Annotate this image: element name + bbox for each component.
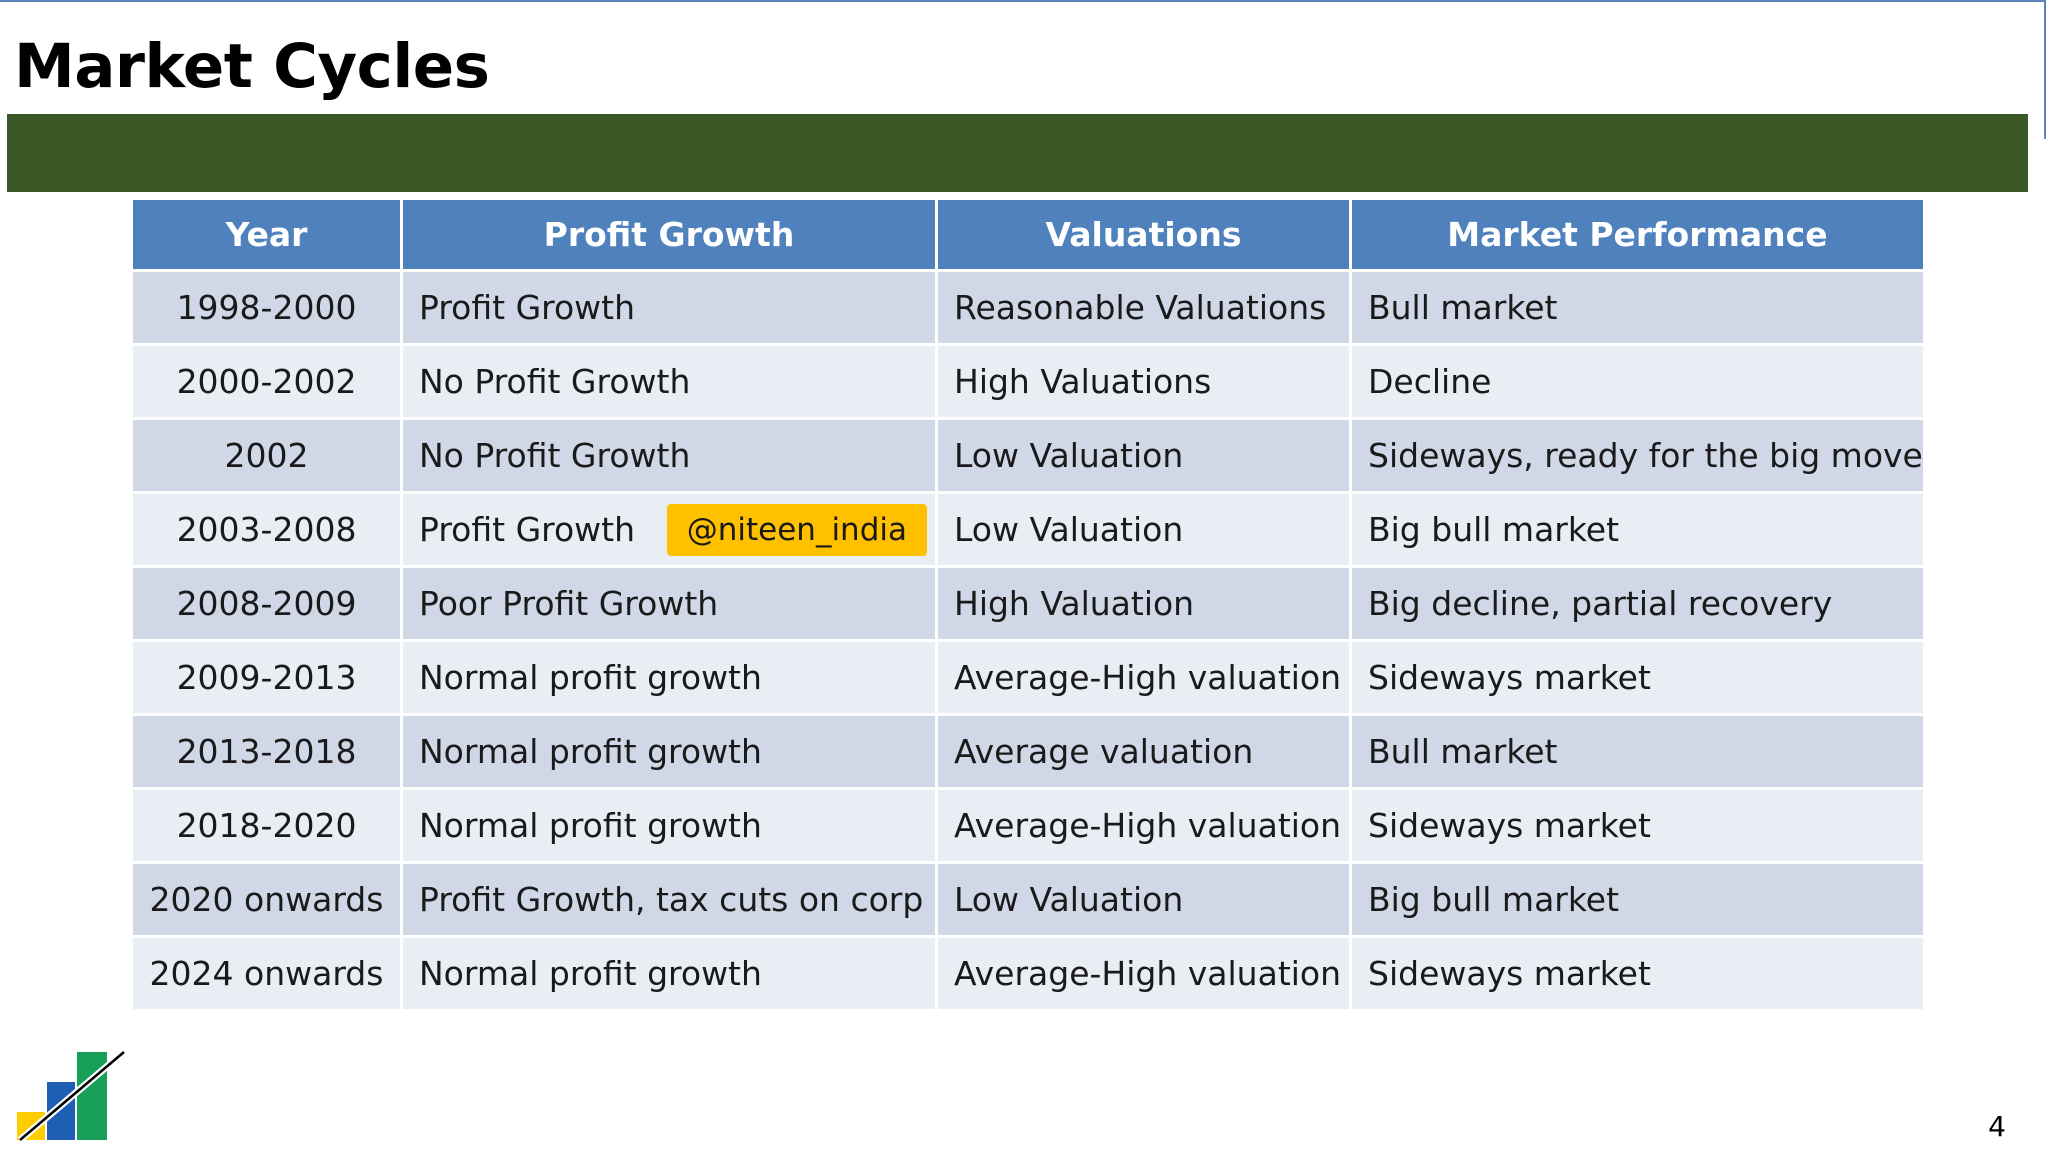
- cell-profit-growth: No Profit Growth: [400, 343, 938, 420]
- cell-profit-growth: Profit Growth: [400, 269, 938, 346]
- cell-profit-growth: Normal profit growth: [400, 787, 938, 864]
- header-market-performance: Market Performance: [1349, 197, 1926, 272]
- cell-valuation: High Valuations: [935, 343, 1352, 420]
- table-row: 2018-2020 Normal profit growth Average-H…: [130, 787, 1926, 864]
- cell-year: 2002: [130, 417, 403, 494]
- cell-year: 2009-2013: [130, 639, 403, 716]
- cell-market-performance: Sideways market: [1349, 787, 1926, 864]
- table-row: 2009-2013 Normal profit growth Average-H…: [130, 639, 1926, 716]
- table-row: 2013-2018 Normal profit growth Average v…: [130, 713, 1926, 790]
- cell-market-performance: Decline: [1349, 343, 1926, 420]
- table-row: 2000-2002 No Profit Growth High Valuatio…: [130, 343, 1926, 420]
- cell-profit-growth: Poor Profit Growth: [400, 565, 938, 642]
- cell-profit-growth: Profit Growth: [419, 510, 636, 549]
- title-accent-bar: [7, 114, 2028, 192]
- cell-valuation: Low Valuation: [935, 861, 1352, 938]
- cell-valuation: Average-High valuation: [935, 639, 1352, 716]
- cell-valuation: Low Valuation: [935, 417, 1352, 494]
- table-row: 2020 onwards Profit Growth, tax cuts on …: [130, 861, 1926, 938]
- cell-year: 2008-2009: [130, 565, 403, 642]
- cell-valuation: Average-High valuation: [935, 935, 1352, 1012]
- cell-market-performance: Sideways market: [1349, 935, 1926, 1012]
- bar-chart-growth-logo-icon: [17, 1049, 127, 1143]
- header-valuations: Valuations: [935, 197, 1352, 272]
- market-cycles-table: Year Profit Growth Valuations Market Per…: [130, 197, 1926, 1012]
- cell-valuation: High Valuation: [935, 565, 1352, 642]
- market-cycles-table-container: Year Profit Growth Valuations Market Per…: [130, 197, 1926, 1012]
- cell-market-performance: Big bull market: [1349, 861, 1926, 938]
- table-row: 2024 onwards Normal profit growth Averag…: [130, 935, 1926, 1012]
- page-number: 4: [1988, 1110, 2006, 1143]
- cell-profit-growth: Normal profit growth: [400, 935, 938, 1012]
- cell-profit-growth: Normal profit growth: [400, 713, 938, 790]
- cell-market-performance: Sideways market: [1349, 639, 1926, 716]
- table-row: 1998-2000 Profit Growth Reasonable Valua…: [130, 269, 1926, 346]
- table-header-row: Year Profit Growth Valuations Market Per…: [130, 197, 1926, 272]
- cell-market-performance: Sideways, ready for the big move: [1349, 417, 1926, 494]
- cell-market-performance: Bull market: [1349, 713, 1926, 790]
- table-row: 2008-2009 Poor Profit Growth High Valuat…: [130, 565, 1926, 642]
- cell-year: 2018-2020: [130, 787, 403, 864]
- cell-market-performance: Bull market: [1349, 269, 1926, 346]
- cell-year: 2024 onwards: [130, 935, 403, 1012]
- cell-valuation: Reasonable Valuations: [935, 269, 1352, 346]
- cell-year: 2003-2008: [130, 491, 403, 568]
- cell-profit-growth: No Profit Growth: [400, 417, 938, 494]
- slide-title: Market Cycles: [14, 31, 490, 102]
- cell-profit-growth: Normal profit growth: [400, 639, 938, 716]
- social-handle-badge: @niteen_india: [666, 504, 927, 556]
- cell-profit-growth-with-handle: Profit Growth @niteen_india: [400, 491, 938, 568]
- cell-valuation: Average-High valuation: [935, 787, 1352, 864]
- table-row: 2003-2008 Profit Growth @niteen_india Lo…: [130, 491, 1926, 568]
- header-profit-growth: Profit Growth: [400, 197, 938, 272]
- cell-year: 2013-2018: [130, 713, 403, 790]
- cell-year: 1998-2000: [130, 269, 403, 346]
- cell-market-performance: Big decline, partial recovery: [1349, 565, 1926, 642]
- cell-year: 2000-2002: [130, 343, 403, 420]
- cell-profit-growth: Profit Growth, tax cuts on corp: [400, 861, 938, 938]
- cell-year: 2020 onwards: [130, 861, 403, 938]
- header-year: Year: [130, 197, 403, 272]
- cell-valuation: Average valuation: [935, 713, 1352, 790]
- cell-market-performance: Big bull market: [1349, 491, 1926, 568]
- cell-valuation: Low Valuation: [935, 491, 1352, 568]
- table-row: 2002 No Profit Growth Low Valuation Side…: [130, 417, 1926, 494]
